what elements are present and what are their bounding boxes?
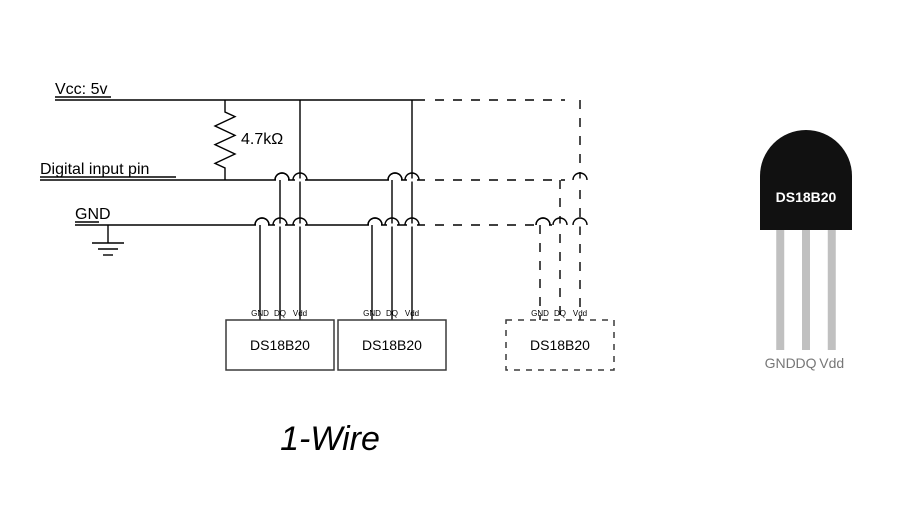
chip-1-pinlabel-gnd: GND (363, 309, 381, 318)
package-pinlabel-vdd: Vdd (819, 355, 844, 371)
dq-label: Digital input pin (40, 161, 149, 178)
chip-1-pinlabel-vdd: Vdd (405, 309, 419, 318)
chip-0-pinlabel-vdd: Vdd (293, 309, 307, 318)
package-pin-dq (802, 230, 810, 350)
pullup-resistor (215, 100, 235, 180)
package-pinlabel-gnd: GND (765, 355, 796, 371)
chip-2-pinlabel-dq: DQ (554, 309, 566, 318)
chip-1-name: DS18B20 (362, 337, 422, 353)
gnd-label: GND (75, 206, 111, 223)
resistor-value: 4.7kΩ (241, 131, 283, 148)
package-pin-vdd (828, 230, 836, 350)
chip-0-pinlabel-dq: DQ (274, 309, 286, 318)
chip-2-pinlabel-gnd: GND (531, 309, 549, 318)
package-label: DS18B20 (776, 189, 837, 205)
chip-1-pinlabel-dq: DQ (386, 309, 398, 318)
chip-0-name: DS18B20 (250, 337, 310, 353)
package-pin-gnd (776, 230, 784, 350)
package-pinlabel-dq: DQ (796, 355, 817, 371)
chip-2-pinlabel-vdd: Vdd (573, 309, 587, 318)
chip-0-pinlabel-gnd: GND (251, 309, 269, 318)
diagram-title: 1-Wire (280, 420, 380, 458)
vcc-label: Vcc: 5v (55, 81, 107, 98)
chip-2-name: DS18B20 (530, 337, 590, 353)
package-body (760, 130, 852, 230)
